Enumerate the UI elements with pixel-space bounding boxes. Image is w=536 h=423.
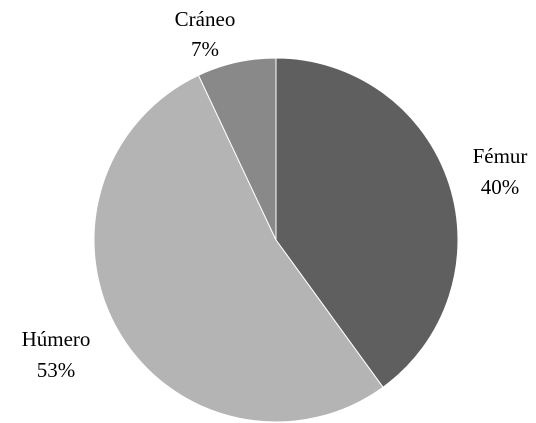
slice-percent-label: 7% <box>191 37 219 61</box>
pie-slice-1 <box>93 74 384 423</box>
slice-name-label: Fémur <box>473 144 528 168</box>
slice-percent-label: 40% <box>481 175 520 199</box>
pie-slice-0 <box>275 57 459 388</box>
pie-labels: Fémur 40% Húmero 53% Cráneo 7% <box>22 7 528 382</box>
pie-slice-2 <box>197 57 277 241</box>
slice-name-label: Cráneo <box>175 7 236 31</box>
slice-name-label: Húmero <box>22 327 91 351</box>
pie-slices <box>93 57 459 423</box>
slice-percent-label: 53% <box>37 358 76 382</box>
